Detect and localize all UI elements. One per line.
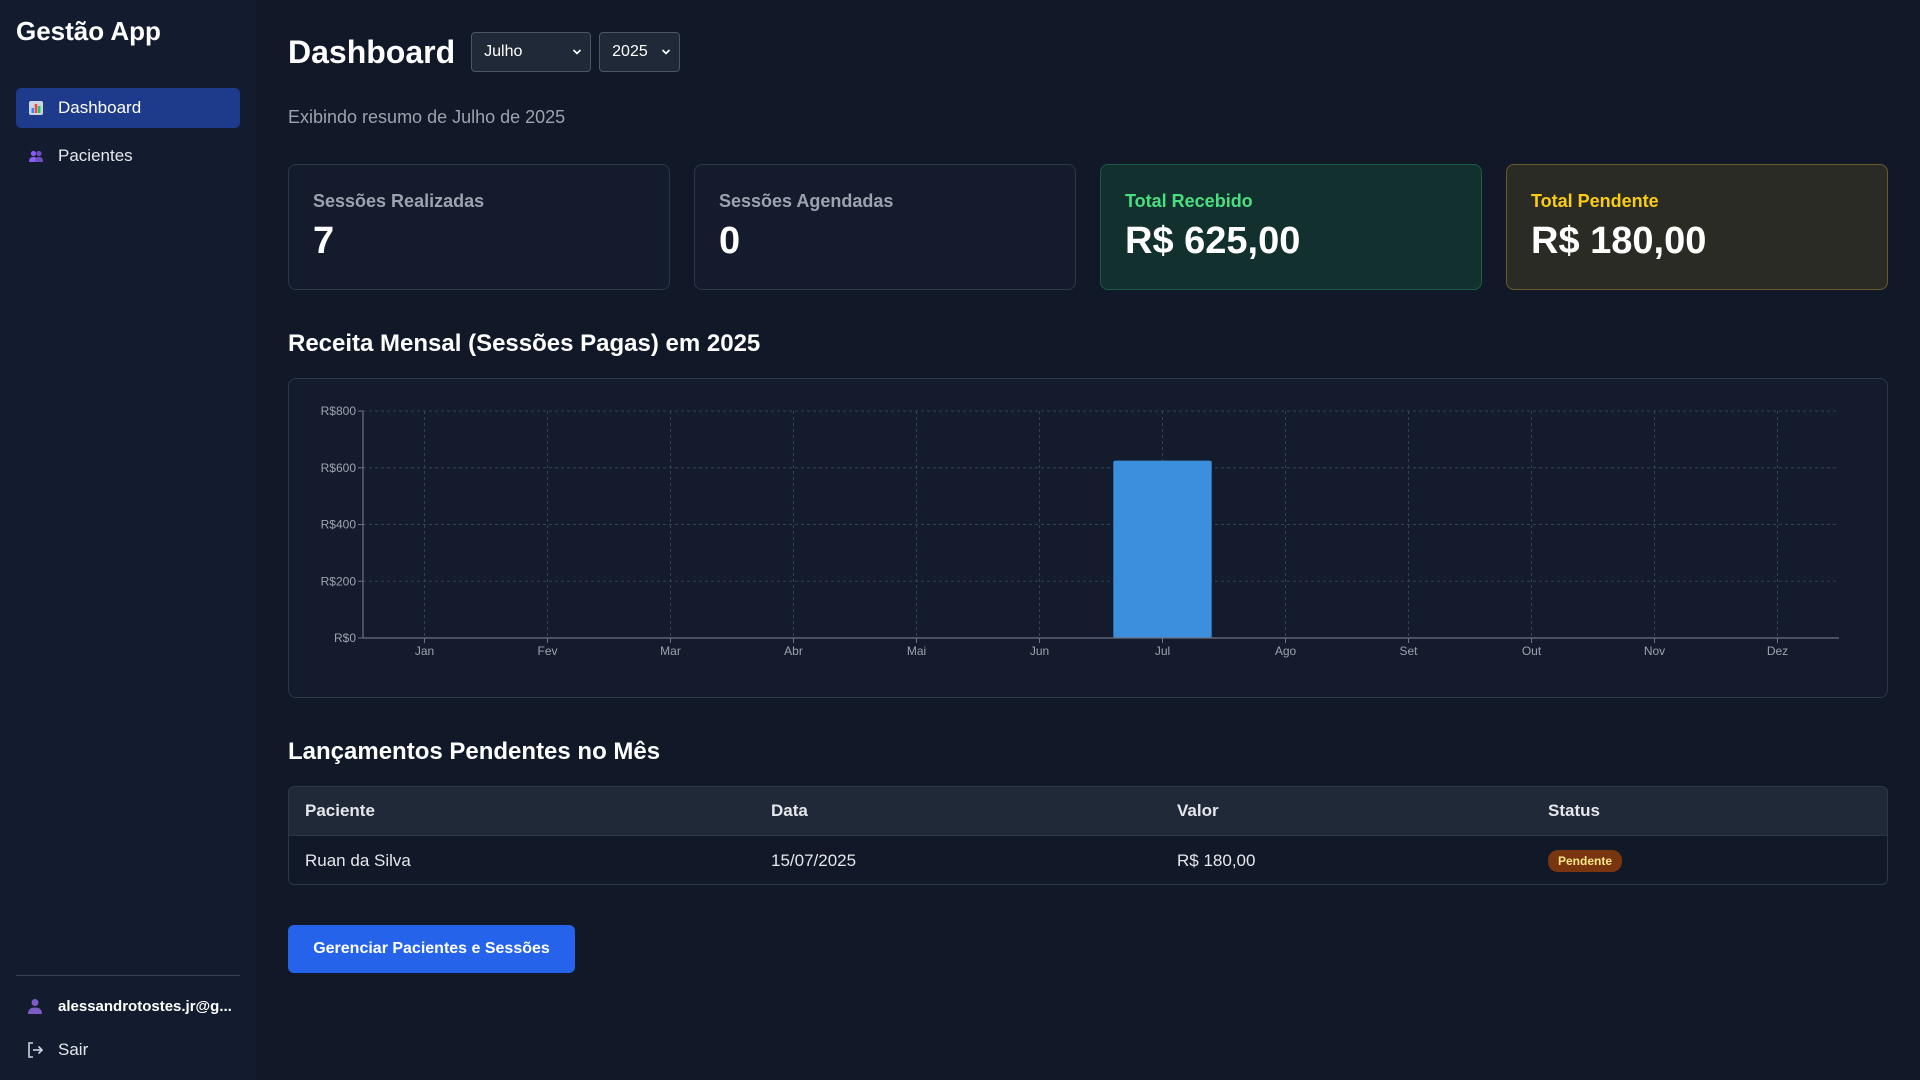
card-value: R$ 625,00 [1125, 220, 1301, 262]
logout-icon [26, 1041, 44, 1059]
table-title: Lançamentos Pendentes no Mês [288, 738, 661, 765]
x-tick-label: Out [1522, 644, 1542, 658]
page-subtitle: Exibindo resumo de Julho de 2025 [288, 107, 566, 127]
manage-patients-button[interactable]: Gerenciar Pacientes e Sessões [288, 925, 575, 973]
card-value: R$ 180,00 [1531, 220, 1707, 262]
chart-icon [28, 100, 44, 116]
cell-data: 15/07/2025 [771, 850, 857, 870]
column-header: Valor [1177, 801, 1219, 820]
y-tick-label: R$200 [321, 574, 357, 588]
x-tick-label: Abr [784, 644, 803, 658]
column-header: Data [771, 801, 808, 820]
x-tick-label: Jul [1155, 644, 1170, 658]
revenue-chart: R$0 R$200 R$400 R$600 R$800 Jan Fev Mar Abr Mai Ju… [288, 378, 1888, 698]
sidebar-nav: Dashboard Pacientes [16, 88, 240, 184]
card-label: Sessões Realizadas [313, 191, 485, 211]
logout-label: Sair [58, 1040, 89, 1059]
y-tick-label: R$800 [321, 404, 357, 418]
table-header-row: Paciente Data Valor Status [289, 787, 1887, 836]
cell-valor: R$ 180,00 [1177, 850, 1256, 870]
pending-table: Paciente Data Valor Status Ruan da Silva… [288, 786, 1888, 885]
sidebar-item-label: Pacientes [58, 146, 133, 165]
y-tick-label: R$0 [334, 631, 356, 645]
sidebar-footer: alessandrotostes.jr@g... Sair [16, 975, 240, 1072]
card-sessoes-realizadas: Sessões Realizadas 7 [288, 164, 670, 290]
status-badge: Pendente [1548, 849, 1623, 872]
x-tick-label: Mar [660, 644, 681, 658]
logout-button[interactable]: Sair [16, 1028, 240, 1072]
cell-status: Pendente [1548, 849, 1887, 872]
sidebar-item-label: Dashboard [58, 98, 142, 117]
card-label: Total Recebido [1125, 191, 1253, 211]
month-select[interactable]: Julho [471, 32, 592, 72]
year-select[interactable]: 2025 [599, 32, 681, 72]
month-select-value: Julho [484, 43, 523, 60]
card-sessoes-agendadas: Sessões Agendadas 0 [694, 164, 1076, 290]
sidebar-item-pacientes[interactable]: Pacientes [16, 136, 240, 176]
card-value: 7 [313, 220, 335, 262]
chevron-down-icon [573, 49, 582, 55]
app-title: Gestão App [16, 16, 161, 46]
summary-cards: Sessões Realizadas 7 Sessões Agendadas 0… [288, 164, 1888, 290]
card-total-pendente: Total Pendente R$ 180,00 [1506, 164, 1888, 290]
table-row[interactable]: Ruan da Silva 15/07/2025 R$ 180,00 Pende… [289, 836, 1887, 884]
x-tick-label: Mai [907, 644, 926, 658]
x-tick-label: Dez [1767, 644, 1788, 658]
chevron-down-icon [662, 49, 671, 55]
chart-title: Receita Mensal (Sessões Pagas) em 2025 [288, 330, 761, 357]
bar-jul [1113, 460, 1212, 638]
x-tick-label: Set [1399, 644, 1418, 658]
card-label: Sessões Agendadas [719, 191, 894, 211]
sidebar: Gestão App Dashboard [0, 0, 256, 1080]
y-tick-label: R$400 [321, 518, 357, 532]
x-tick-label: Jun [1030, 644, 1049, 658]
user-icon [26, 997, 44, 1015]
page-title: Dashboard [288, 33, 456, 70]
revenue-chart-svg: R$0 R$200 R$400 R$600 R$800 Jan Fev Mar Abr Mai Ju… [321, 404, 1839, 658]
user-profile[interactable]: alessandrotostes.jr@g... [16, 984, 240, 1028]
x-tick-label: Fev [537, 644, 557, 658]
sidebar-item-dashboard[interactable]: Dashboard [16, 88, 240, 128]
card-total-recebido: Total Recebido R$ 625,00 [1100, 164, 1482, 290]
x-tick-label: Jan [415, 644, 434, 658]
y-tick-label: R$600 [321, 461, 357, 475]
x-tick-label: Ago [1275, 644, 1297, 658]
user-email: alessandrotostes.jr@g... [58, 997, 232, 1015]
x-tick-label: Nov [1644, 644, 1665, 658]
users-icon [28, 148, 44, 164]
card-value: 0 [719, 220, 741, 262]
column-header: Paciente [305, 801, 375, 820]
page-header: Dashboard Julho 2025 [288, 32, 688, 72]
year-select-value: 2025 [612, 43, 648, 60]
column-header: Status [1548, 801, 1600, 820]
card-label: Total Pendente [1531, 191, 1659, 211]
cell-paciente: Ruan da Silva [305, 850, 411, 870]
